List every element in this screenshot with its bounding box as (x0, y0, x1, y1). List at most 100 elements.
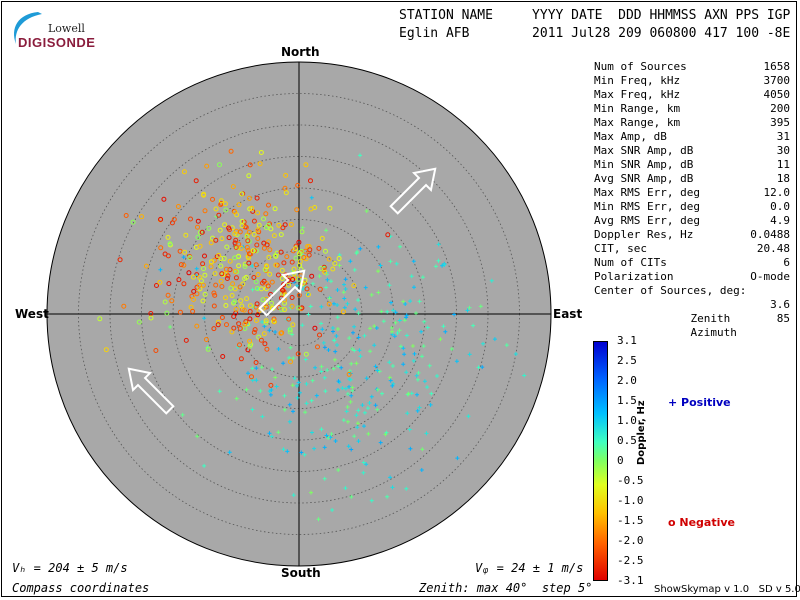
positive-source-marker (349, 447, 354, 452)
positive-source-marker (417, 405, 422, 410)
positive-source-marker (429, 391, 434, 396)
negative-source-marker (308, 206, 314, 212)
negative-source-marker (317, 286, 323, 292)
negative-source-marker (165, 292, 171, 298)
positive-source-marker (274, 384, 279, 389)
negative-source-marker (246, 229, 252, 235)
negative-source-marker (250, 248, 256, 254)
positive-source-marker (321, 340, 326, 345)
positive-source-marker (481, 341, 485, 346)
negative-source-marker (284, 254, 290, 260)
positive-source-marker (378, 263, 383, 268)
positive-source-marker (352, 324, 357, 329)
negative-source-marker (213, 282, 219, 288)
positive-source-marker (377, 369, 382, 374)
stat-label: Avg RMS Err, deg (594, 214, 700, 227)
positive-source-marker (282, 393, 287, 398)
vertical-velocity: Vᵩ = 24 ± 1 m/s (475, 561, 584, 575)
positive-source-marker (352, 267, 357, 272)
positive-source-marker (291, 409, 295, 414)
negative-source-marker (195, 218, 201, 224)
stat-row: Min Range, km 200 (594, 102, 794, 116)
negative-source-marker (351, 283, 357, 289)
colorbar-tick-label: -2.0 (617, 534, 644, 547)
negative-source-marker (229, 329, 235, 335)
negative-source-marker (246, 173, 252, 179)
negative-source-marker (219, 236, 225, 242)
negative-source-marker (226, 225, 232, 231)
positive-source-marker (269, 388, 274, 392)
negative-source-marker (306, 252, 312, 258)
positive-source-marker (303, 410, 308, 415)
negative-source-marker (293, 243, 299, 249)
negative-source-marker (260, 297, 266, 303)
positive-source-marker (480, 365, 485, 370)
negative-source-marker (224, 244, 230, 250)
positive-source-marker (374, 326, 379, 330)
positive-source-marker (410, 344, 415, 348)
positive-source-marker (296, 380, 301, 385)
stat-row: Max Range, km 395 (594, 116, 794, 130)
stat-row: Polarization O-mode (594, 270, 794, 284)
negative-source-marker (327, 205, 333, 211)
negative-source-marker (233, 275, 239, 281)
positive-source-marker (304, 381, 309, 386)
negative-source-marker (267, 271, 273, 277)
positive-source-marker (329, 279, 333, 284)
positive-source-marker (344, 409, 349, 414)
negative-source-marker (287, 329, 293, 335)
positive-source-marker (424, 431, 429, 436)
negative-source-marker (260, 305, 266, 311)
header-values: Eglin AFB 2011 Jul28 209 060800 417 100 … (399, 26, 791, 41)
negative-source-marker (247, 251, 252, 257)
positive-source-marker (295, 383, 299, 388)
negative-source-marker (202, 208, 208, 214)
negative-source-marker (204, 163, 210, 169)
negative-source-marker (286, 282, 292, 288)
positive-source-marker (393, 320, 398, 325)
positive-source-marker (334, 334, 339, 338)
stat-label: Num of CITs (594, 256, 667, 269)
negative-source-marker (178, 262, 184, 268)
positive-source-marker (332, 357, 337, 362)
colorbar-tick-label: 3.1 (617, 334, 637, 347)
negative-source-marker (326, 301, 332, 307)
negative-source-marker (340, 309, 346, 315)
positive-source-marker (452, 312, 457, 317)
stat-value: 4.9 (770, 214, 790, 227)
negative-source-marker (169, 298, 175, 304)
positive-source-marker (415, 408, 420, 413)
negative-source-marker (217, 227, 223, 233)
negative-source-marker (258, 150, 264, 155)
positive-source-marker (411, 358, 416, 363)
colorbar-tick-label: 1.5 (617, 394, 637, 407)
stat-value: 12.0 (763, 186, 791, 199)
negative-source-marker (167, 241, 173, 247)
negative-source-marker (177, 248, 183, 254)
negative-source-marker (193, 178, 199, 184)
negative-source-marker (225, 273, 231, 279)
negative-source-marker (254, 301, 260, 307)
negative-source-marker (289, 295, 295, 300)
negative-source-marker (208, 259, 214, 265)
negative-source-marker (200, 282, 206, 288)
negative-source-marker (322, 269, 328, 275)
negative-source-marker (165, 234, 171, 240)
negative-source-marker (298, 306, 304, 312)
negative-source-marker (237, 326, 243, 331)
positive-source-marker (339, 365, 344, 370)
positive-source-marker (422, 319, 427, 324)
positive-source-marker (397, 328, 402, 333)
stat-row: Min SNR Amp, dB 11 (594, 158, 794, 172)
negative-source-marker (221, 256, 227, 261)
stat-row: Min RMS Err, deg 0.0 (594, 200, 794, 214)
negative-source-marker (202, 272, 208, 278)
negative-source-marker (250, 208, 256, 214)
negative-source-marker (117, 257, 123, 263)
positive-source-marker (361, 460, 366, 465)
negative-source-marker (148, 315, 154, 321)
positive-source-marker (340, 386, 345, 391)
positive-source-marker (415, 392, 419, 397)
positive-source-marker (276, 430, 281, 435)
positive-source-marker (341, 418, 346, 423)
